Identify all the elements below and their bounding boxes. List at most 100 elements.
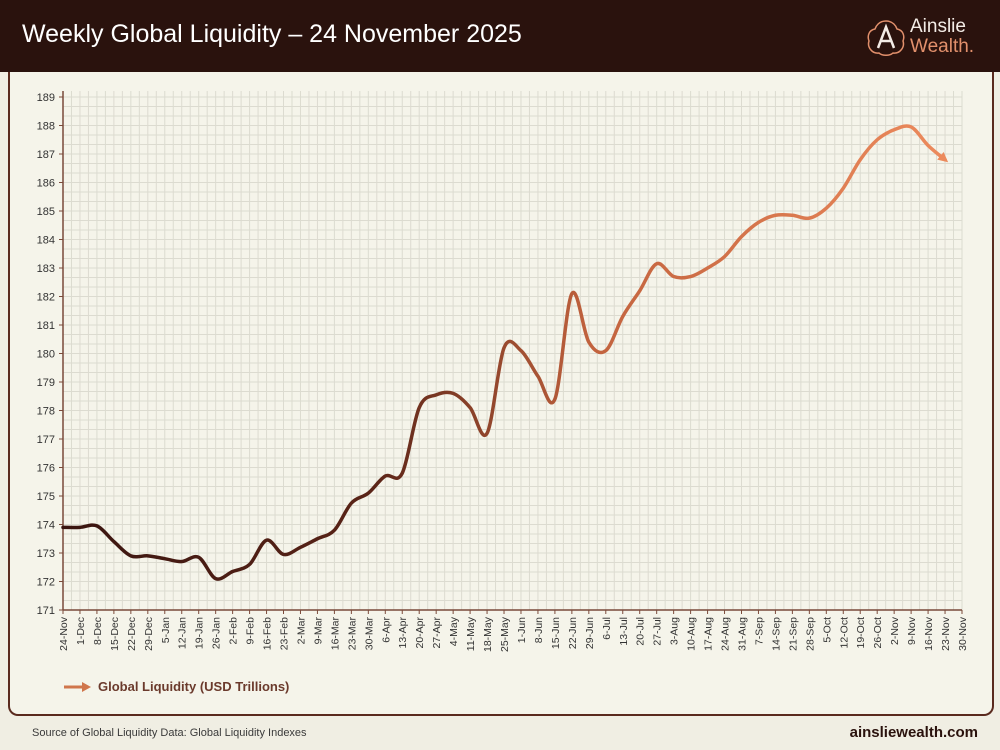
data-point [214, 577, 217, 580]
data-point [418, 406, 421, 409]
x-tick-label: 23-Feb [279, 617, 291, 650]
x-tick-label: 7-Sep [753, 617, 765, 645]
x-tick-label: 19-Jan [194, 617, 206, 649]
y-tick-label: 174 [37, 520, 55, 532]
x-tick-label: 20-Jul [635, 617, 647, 646]
x-tick-label: 17-Aug [703, 617, 715, 651]
data-point [401, 472, 404, 475]
x-tick-label: 2-Nov [889, 616, 901, 645]
y-tick-label: 187 [37, 149, 55, 161]
x-tick-label: 16-Feb [262, 617, 274, 650]
x-tick-label: 1-Jun [516, 617, 528, 643]
x-tick-label: 30-Mar [363, 617, 375, 651]
data-point [536, 375, 539, 378]
y-tick-label: 184 [37, 235, 55, 247]
x-tick-label: 16-Nov [923, 616, 935, 651]
data-point [638, 289, 641, 292]
x-tick-label: 28-Sep [804, 617, 816, 651]
y-tick-label: 178 [37, 406, 55, 418]
logo-text-wealth: Wealth. [910, 36, 975, 57]
x-tick-label: 27-Jul [652, 617, 664, 646]
x-tick-label: 11-May [465, 616, 477, 651]
data-point [435, 393, 438, 396]
y-tick-label: 182 [37, 292, 55, 304]
y-tick-label: 186 [37, 178, 55, 190]
x-tick-label: 26-Oct [872, 617, 884, 649]
y-tick-label: 173 [37, 548, 55, 560]
x-tick-label: 22-Jun [567, 617, 579, 649]
data-point [265, 539, 268, 542]
data-point [859, 158, 862, 161]
x-tick-label: 12-Jan [177, 617, 189, 649]
data-point [740, 235, 743, 238]
data-point [689, 275, 692, 278]
data-point [486, 432, 489, 435]
y-tick-label: 172 [37, 577, 55, 589]
x-tick-label: 30-Nov [957, 616, 969, 651]
x-tick-label: 16-Mar [329, 617, 341, 651]
legend-label: Global Liquidity (USD Trillions) [98, 679, 290, 694]
data-point [672, 275, 675, 278]
data-point [757, 221, 760, 224]
data-point [282, 553, 285, 556]
source-note: Source of Global Liquidity Data: Global … [32, 727, 307, 739]
x-tick-label: 29-Dec [143, 617, 155, 651]
data-point [384, 475, 387, 478]
data-point [503, 346, 506, 349]
x-tick-label: 23-Nov [940, 616, 952, 651]
y-tick-label: 171 [37, 605, 55, 617]
data-point [893, 128, 896, 131]
x-tick-label: 15-Dec [109, 617, 121, 651]
data-point [587, 341, 590, 344]
x-tick-label: 6-Jul [601, 617, 613, 640]
data-point [146, 554, 149, 557]
x-tick-label: 8-Jun [533, 617, 545, 643]
data-point [333, 529, 336, 532]
legend: Global Liquidity (USD Trillions) [64, 679, 289, 694]
x-tick-label: 21-Sep [787, 617, 799, 651]
header: Weekly Global Liquidity – 24 November 20… [0, 0, 1000, 72]
data-point [519, 349, 522, 352]
data-point [231, 570, 234, 573]
data-point [927, 144, 930, 147]
y-tick-label: 181 [37, 320, 55, 332]
x-tick-label: 27-Apr [431, 616, 443, 648]
data-point [570, 292, 573, 295]
x-tick-label: 22-Dec [126, 617, 138, 651]
chart-panel [8, 72, 994, 716]
data-point [825, 207, 828, 210]
x-tick-label: 24-Aug [720, 617, 732, 651]
y-tick-label: 180 [37, 349, 55, 361]
data-point [197, 556, 200, 559]
logo-text-ainslie: Ainslie [910, 16, 966, 37]
x-tick-label: 26-Jan [211, 617, 223, 649]
x-tick-label: 25-May [499, 616, 511, 652]
logo-emblem-icon [867, 20, 905, 56]
y-tick-label: 176 [37, 463, 55, 475]
data-point [112, 540, 115, 543]
x-tick-label: 4-May [448, 616, 460, 646]
y-tick-label: 185 [37, 206, 55, 218]
data-point [469, 406, 472, 409]
data-point [910, 125, 913, 128]
x-tick-label: 1-Dec [75, 617, 87, 645]
data-point [723, 255, 726, 258]
y-tick-label: 183 [37, 263, 55, 275]
y-tick-label: 179 [37, 377, 55, 389]
x-tick-label: 18-May [482, 616, 494, 652]
x-tick-label: 23-Mar [346, 617, 358, 651]
data-point [706, 267, 709, 270]
data-point [655, 262, 658, 265]
data-point [791, 214, 794, 217]
data-point [62, 526, 65, 529]
legend-arrow-icon [64, 681, 91, 692]
y-tick-label: 188 [37, 121, 55, 133]
page-title: Weekly Global Liquidity – 24 November 20… [22, 20, 522, 48]
data-point [163, 557, 166, 560]
x-tick-label: 13-Jul [618, 617, 630, 646]
website-link[interactable]: ainsliewealth.com [849, 724, 978, 741]
data-point [367, 492, 370, 495]
x-tick-label: 29-Jun [584, 617, 596, 649]
x-tick-label: 13-Apr [397, 616, 409, 648]
y-tick-label: 189 [37, 92, 55, 104]
